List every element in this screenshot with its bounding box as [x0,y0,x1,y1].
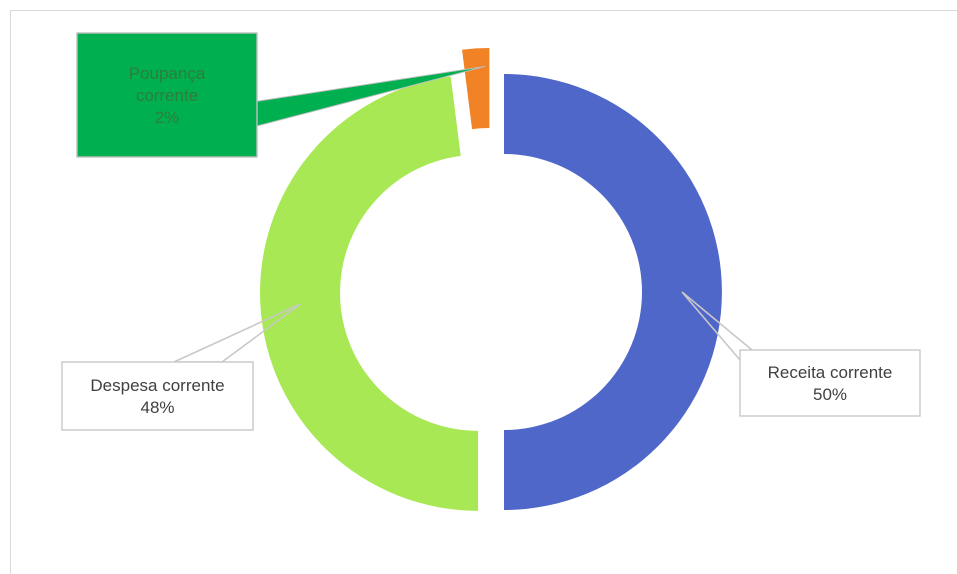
data-label-category: corrente [136,86,198,105]
data-label-category: Receita corrente [768,363,893,382]
slice-receita-corrente [504,74,722,510]
data-label-box-0 [739,349,921,417]
data-label-category: Poupança [129,64,206,83]
data-label-category: Despesa corrente [90,376,224,395]
data-label-value: 2% [155,108,180,127]
slices-group [260,48,722,511]
data-label-value: 50% [813,385,847,404]
slice-despesa-corrente [260,76,479,511]
chart-frame [10,10,957,574]
data-label-box-2 [76,32,258,158]
data-label-box-1 [61,361,254,431]
data-labels-group: Receita corrente 50% Despesa corrente 48% Po… [61,32,921,431]
slice-poupan-a-corrente [462,48,490,130]
data-label-value: 48% [140,398,174,417]
